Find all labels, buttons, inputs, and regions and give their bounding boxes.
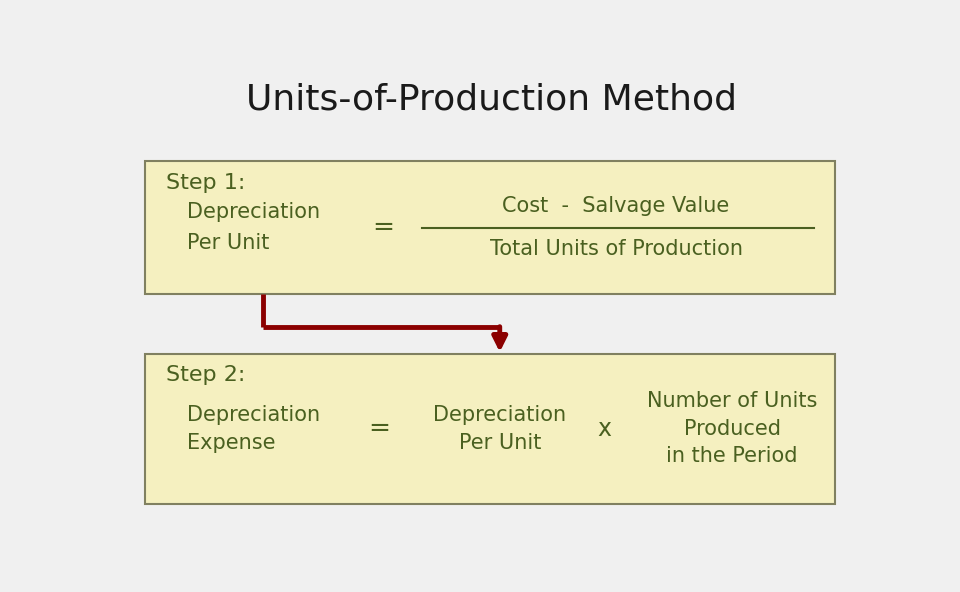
Text: Depreciation: Depreciation xyxy=(187,405,321,425)
FancyBboxPatch shape xyxy=(145,161,834,294)
Text: =: = xyxy=(372,215,395,241)
Text: Per Unit: Per Unit xyxy=(459,433,540,452)
Text: Expense: Expense xyxy=(187,433,276,452)
Text: Depreciation: Depreciation xyxy=(433,405,566,425)
Text: Units-of-Production Method: Units-of-Production Method xyxy=(247,82,737,117)
Text: Number of Units: Number of Units xyxy=(647,391,817,411)
Text: Cost  -  Salvage Value: Cost - Salvage Value xyxy=(502,196,730,216)
Text: Depreciation: Depreciation xyxy=(187,202,321,223)
FancyBboxPatch shape xyxy=(145,353,834,504)
Text: x: x xyxy=(597,417,612,440)
Text: =: = xyxy=(369,416,391,442)
Text: Step 1:: Step 1: xyxy=(166,173,246,192)
Text: in the Period: in the Period xyxy=(666,446,798,466)
Text: Produced: Produced xyxy=(684,419,780,439)
Text: Step 2:: Step 2: xyxy=(166,365,246,385)
Text: Total Units of Production: Total Units of Production xyxy=(490,239,742,259)
Text: Per Unit: Per Unit xyxy=(187,233,270,253)
